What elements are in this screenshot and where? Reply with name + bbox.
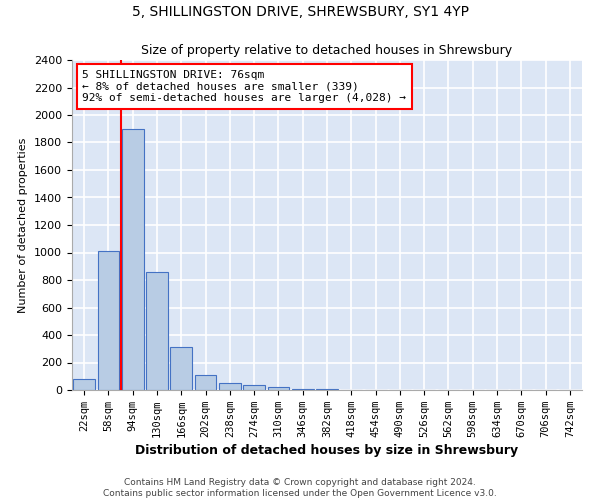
Bar [194,375,217,390]
Bar [316,388,338,390]
Bar [268,386,289,390]
Text: 5, SHILLINGSTON DRIVE, SHREWSBURY, SY1 4YP: 5, SHILLINGSTON DRIVE, SHREWSBURY, SY1 4… [131,5,469,19]
Text: 5 SHILLINGSTON DRIVE: 76sqm
← 8% of detached houses are smaller (339)
92% of sem: 5 SHILLINGSTON DRIVE: 76sqm ← 8% of deta… [82,70,406,103]
Bar [292,388,314,390]
Bar [122,128,143,390]
Bar [170,348,192,390]
Bar [243,384,265,390]
Bar [97,251,119,390]
X-axis label: Distribution of detached houses by size in Shrewsbury: Distribution of detached houses by size … [136,444,518,457]
Bar [73,379,95,390]
Bar [219,383,241,390]
Y-axis label: Number of detached properties: Number of detached properties [19,138,28,312]
Title: Size of property relative to detached houses in Shrewsbury: Size of property relative to detached ho… [142,44,512,58]
Text: Contains HM Land Registry data © Crown copyright and database right 2024.
Contai: Contains HM Land Registry data © Crown c… [103,478,497,498]
Bar [146,272,168,390]
